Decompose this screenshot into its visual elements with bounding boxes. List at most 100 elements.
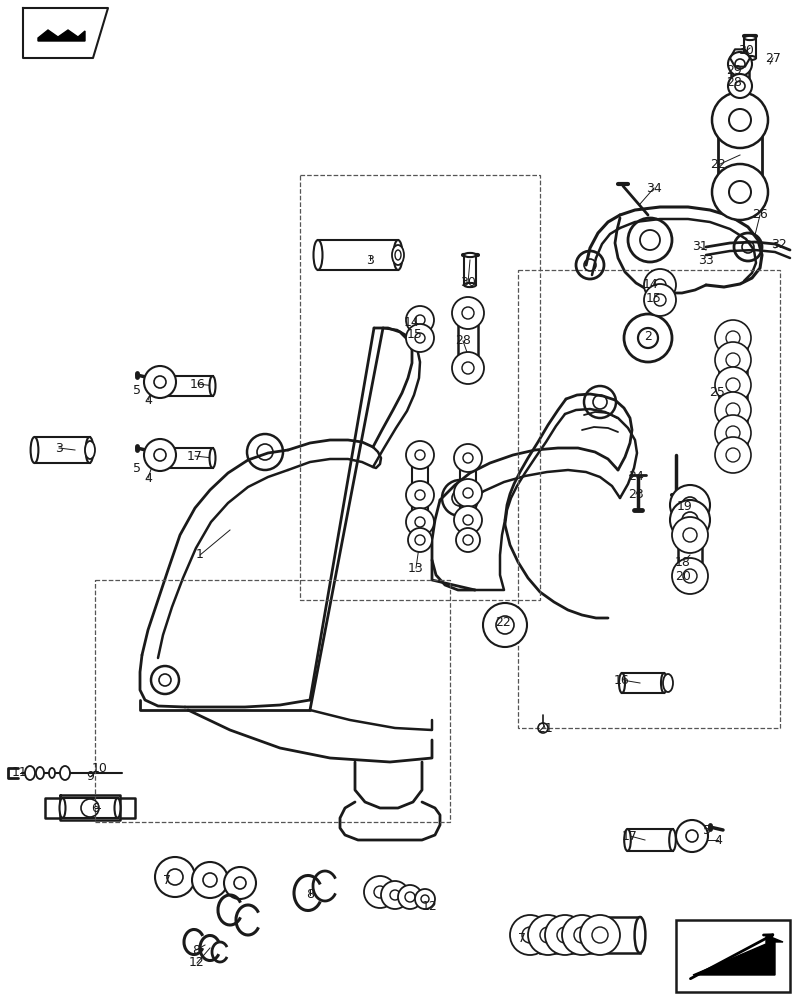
Ellipse shape [557,927,573,943]
Ellipse shape [510,915,550,955]
Ellipse shape [735,59,745,69]
Ellipse shape [715,320,751,356]
Text: 19: 19 [677,499,693,512]
Bar [300,175,540,600]
Ellipse shape [654,294,666,306]
Text: 8: 8 [306,888,314,902]
Ellipse shape [672,558,708,594]
Ellipse shape [644,284,676,316]
Ellipse shape [390,890,400,900]
Ellipse shape [726,403,740,417]
Text: 14: 14 [643,278,659,292]
Text: 22: 22 [710,158,726,172]
Ellipse shape [683,569,697,583]
Ellipse shape [154,376,166,388]
Text: 4: 4 [144,393,152,406]
Text: 17: 17 [187,450,203,462]
Polygon shape [23,8,108,58]
Ellipse shape [728,74,752,98]
Text: 23: 23 [628,488,644,500]
Ellipse shape [676,820,708,852]
Ellipse shape [619,673,625,693]
Ellipse shape [406,441,434,469]
Ellipse shape [415,517,425,527]
Ellipse shape [454,479,482,507]
Text: 4: 4 [714,834,722,846]
Text: 16: 16 [190,377,206,390]
Ellipse shape [522,927,538,943]
Ellipse shape [682,497,698,513]
Ellipse shape [314,240,322,270]
Text: 18: 18 [675,556,691,568]
Ellipse shape [726,331,740,345]
Ellipse shape [364,876,396,908]
Ellipse shape [86,437,93,463]
Text: 25: 25 [709,385,725,398]
Ellipse shape [528,915,568,955]
Ellipse shape [395,250,401,260]
Text: 28: 28 [726,76,742,89]
Ellipse shape [683,528,697,542]
Ellipse shape [682,512,698,528]
Text: 10: 10 [92,762,108,776]
Ellipse shape [36,767,44,779]
Ellipse shape [463,535,473,545]
Ellipse shape [460,457,476,463]
Ellipse shape [144,439,176,471]
Text: 30: 30 [738,44,754,57]
Ellipse shape [545,915,585,955]
Ellipse shape [464,283,476,287]
Ellipse shape [224,867,256,899]
Polygon shape [693,935,783,975]
Ellipse shape [715,367,751,403]
Polygon shape [38,30,85,41]
Ellipse shape [592,927,608,943]
Ellipse shape [719,335,747,345]
Ellipse shape [454,444,482,472]
Text: 5: 5 [133,462,141,475]
Ellipse shape [580,915,620,955]
Ellipse shape [715,415,751,451]
Ellipse shape [735,81,745,91]
Ellipse shape [686,830,698,842]
Ellipse shape [392,245,404,265]
Ellipse shape [624,314,672,362]
Ellipse shape [718,180,762,195]
Ellipse shape [406,324,434,352]
Ellipse shape [663,674,673,692]
Ellipse shape [744,36,756,40]
Ellipse shape [624,829,630,851]
Text: 5: 5 [703,824,711,836]
Ellipse shape [728,52,752,76]
Ellipse shape [638,328,658,348]
Ellipse shape [165,448,170,468]
Ellipse shape [406,481,434,509]
Text: 14: 14 [404,316,419,328]
Text: 13: 13 [408,562,424,574]
Ellipse shape [456,528,480,552]
Text: 32: 32 [771,238,787,251]
Ellipse shape [458,309,478,316]
Text: 30: 30 [460,276,476,290]
Ellipse shape [462,307,474,319]
Ellipse shape [464,253,476,257]
Ellipse shape [726,378,740,392]
Text: 31: 31 [693,240,708,253]
Ellipse shape [165,376,170,396]
Ellipse shape [540,927,556,943]
Text: 27: 27 [765,51,781,64]
Ellipse shape [167,869,183,885]
Ellipse shape [408,528,432,552]
Ellipse shape [421,895,429,903]
Ellipse shape [415,889,435,909]
Text: 11: 11 [12,766,28,780]
Ellipse shape [30,437,38,463]
Text: 33: 33 [698,253,714,266]
Ellipse shape [209,448,216,468]
Ellipse shape [393,240,403,270]
Text: 1: 1 [196,548,204,562]
Ellipse shape [654,279,666,291]
Ellipse shape [670,485,710,525]
Ellipse shape [374,886,386,898]
Ellipse shape [85,441,95,459]
